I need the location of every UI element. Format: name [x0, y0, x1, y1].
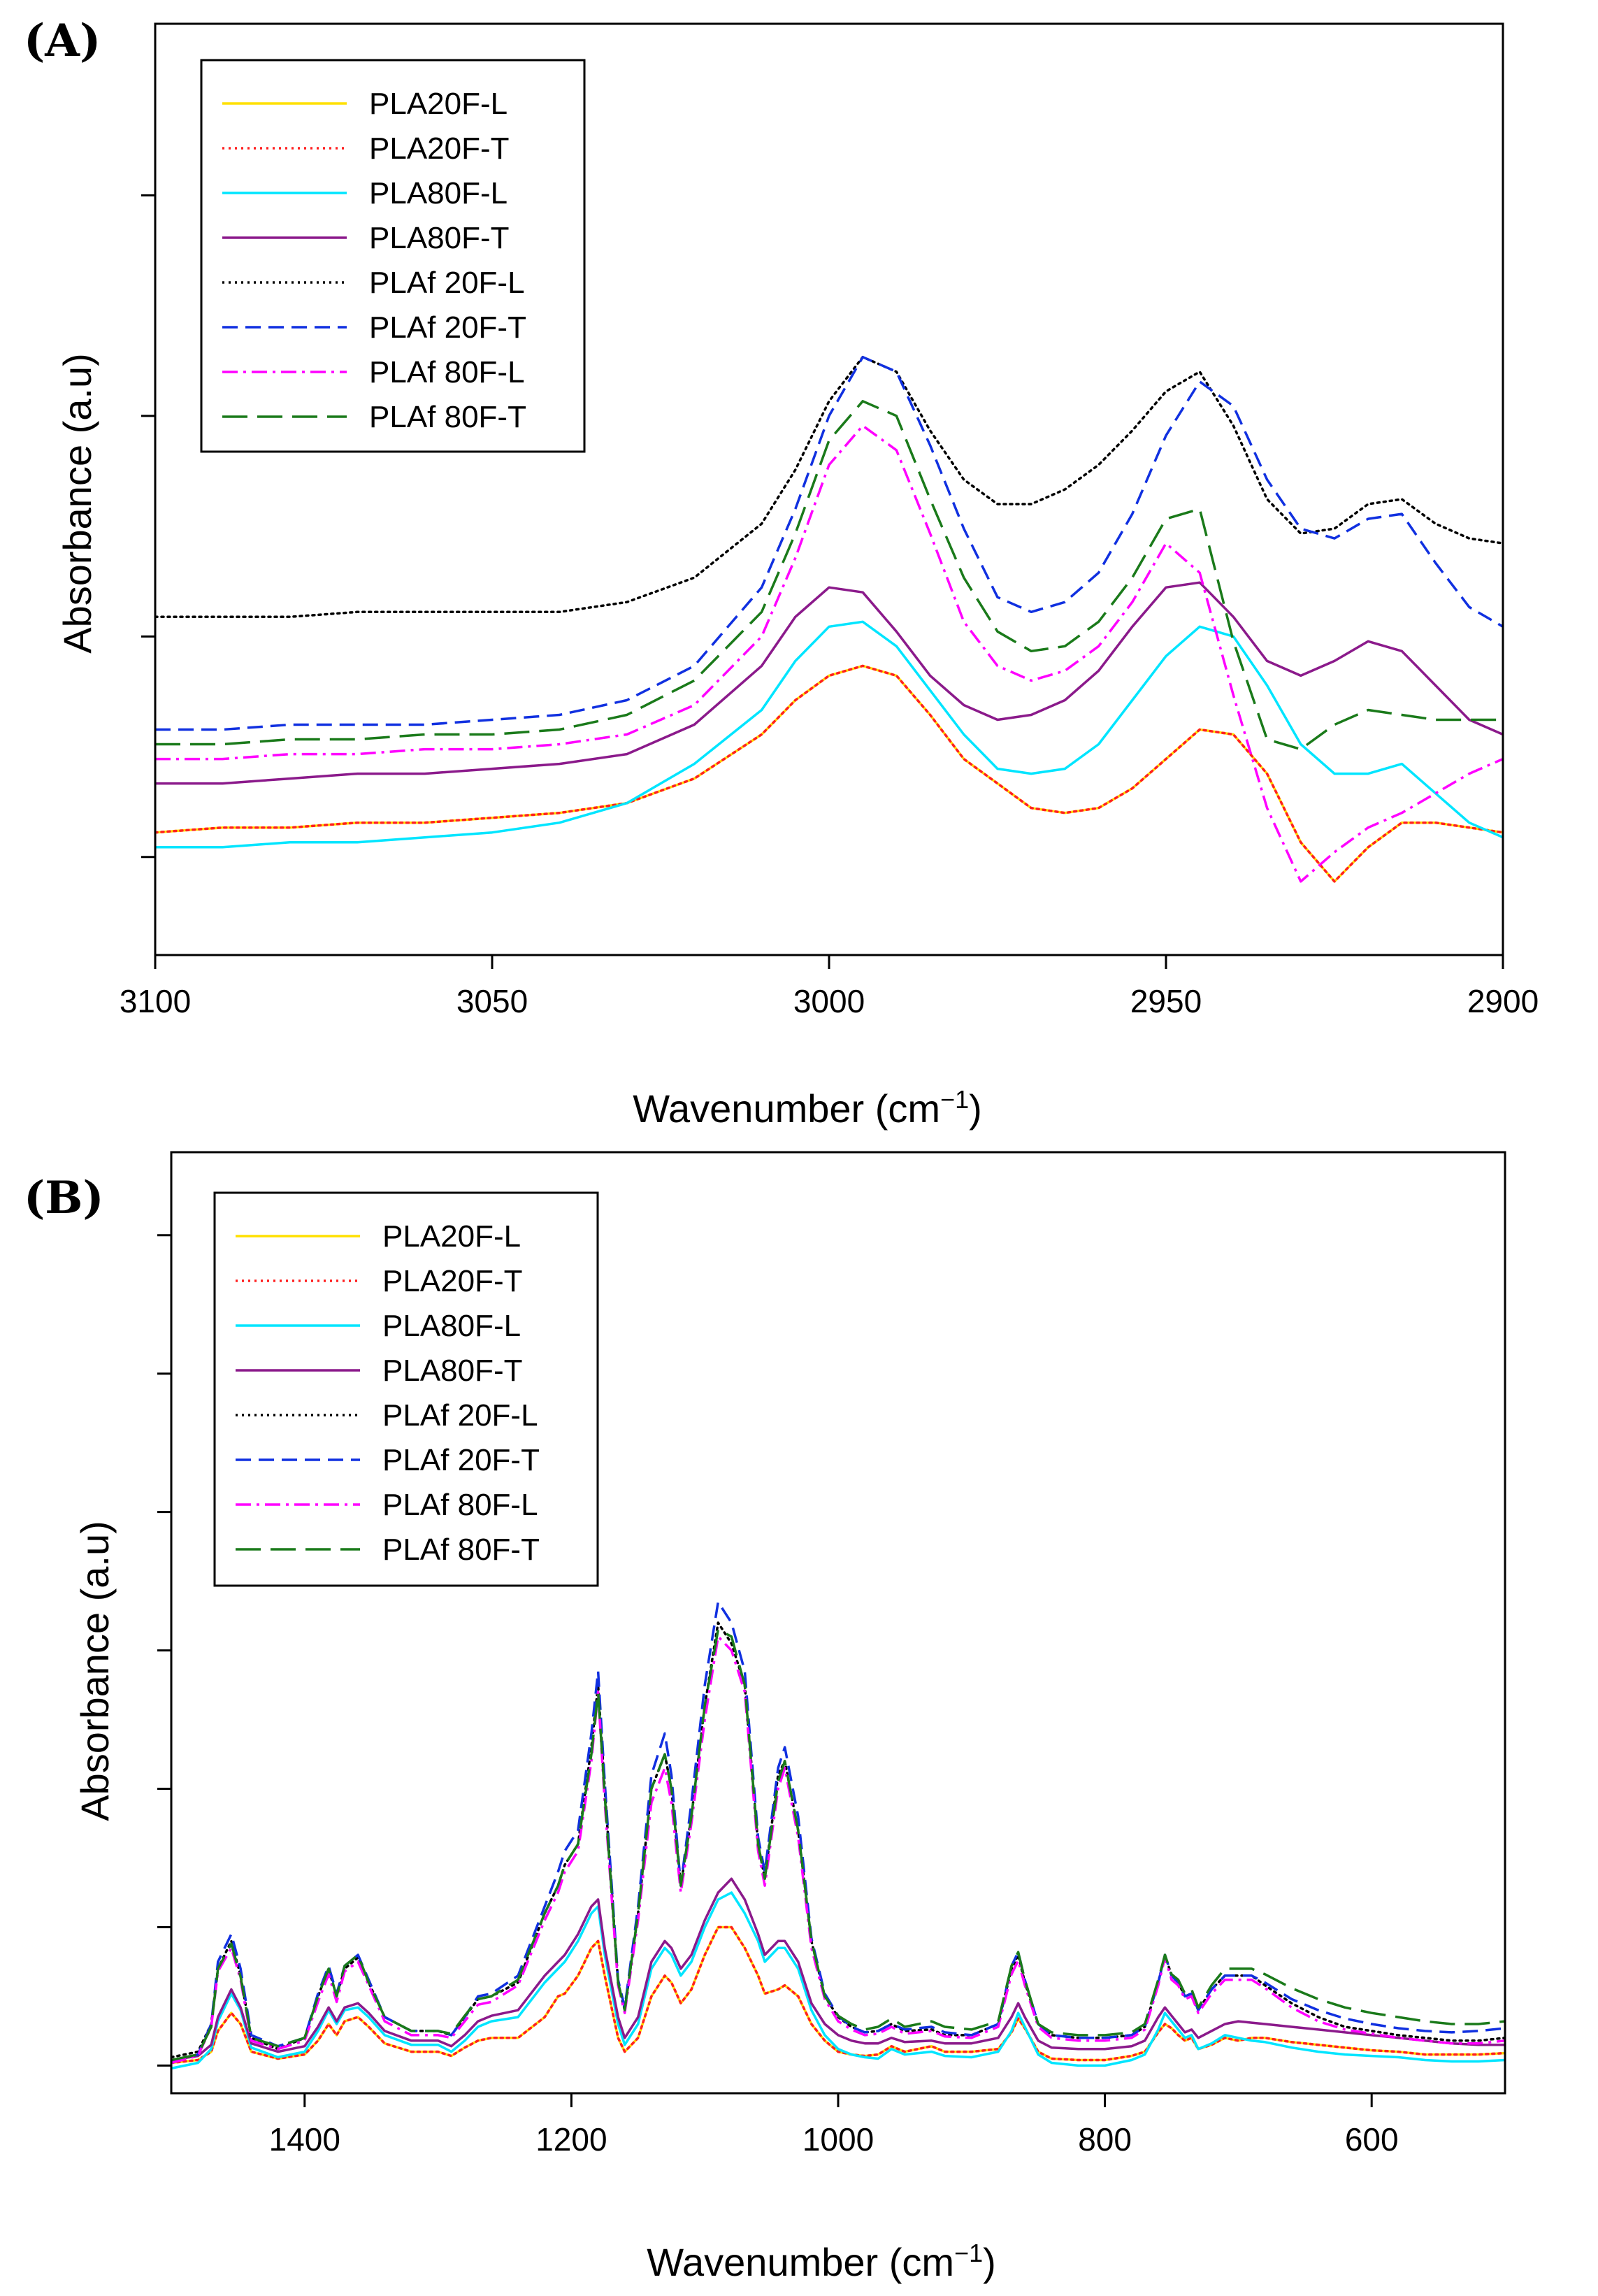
- legend-a: PLA20F-L PLA20F-T PLA80F-L PLA80F-T PLAf 20F…: [200, 59, 586, 453]
- legend-label-a-3: PLA80F-T: [369, 221, 510, 255]
- legend-b: PLA20F-L PLA20F-T PLA80F-L PLA80F-T PLAf 20F…: [213, 1191, 599, 1587]
- y-axis-label-b: Absorbance (a.u): [73, 1521, 117, 1821]
- x-axis-unit-close-a: ): [969, 1086, 982, 1131]
- chart-panel-b: (B) 1400 1200 1000 800 600 PLA20F-LPLA20F-TP…: [24, 1151, 1506, 2284]
- series-line-b-7: [171, 1628, 1505, 2062]
- series-line-a-4: [155, 355, 1503, 619]
- series-line-a-1: [155, 664, 1503, 883]
- legend-label-a-1: PLA20F-T: [369, 131, 510, 166]
- legend-box-a: [200, 59, 586, 453]
- x-tick-label-b-3: 800: [1078, 2121, 1132, 2158]
- x-axis-label-b-space: [878, 2240, 889, 2284]
- legend-label-a-5: PLAf 20F-T: [369, 310, 526, 345]
- panel-label-b: (B): [24, 1172, 104, 1224]
- x-tick-label-a-4: 2900: [1467, 983, 1539, 1019]
- legend-label-a-6: PLAf 80F-L: [369, 355, 525, 389]
- legend-label-b-1: PLA20F-T: [382, 1264, 523, 1298]
- series-group-b: [171, 1600, 1505, 2070]
- legend-label-b-2: PLA80F-L: [382, 1309, 521, 1343]
- chart-panel-a: (A) 3100 3050 3000 2950 2900 PLA20F-LPLA20F-…: [24, 15, 1539, 1131]
- x-axis-unit-exp-b: −1: [954, 2239, 983, 2267]
- series-line-b-6: [171, 1635, 1505, 2065]
- x-tick-label-b-4: 600: [1345, 2121, 1399, 2158]
- legend-label-a-2: PLA80F-L: [369, 176, 508, 210]
- x-tick-label-b-2: 1000: [802, 2121, 874, 2158]
- series-group-a: [155, 355, 1503, 883]
- legend-label-a-4: PLAf 20F-L: [369, 266, 525, 300]
- series-line-a-7: [155, 400, 1503, 751]
- x-tick-label-a-0: 3100: [120, 983, 191, 1019]
- x-axis-label-a: Wavenumber (cm−1): [633, 1085, 982, 1131]
- legend-label-a-0: PLA20F-L: [369, 87, 508, 121]
- series-line-a-5: [155, 355, 1503, 731]
- x-axis-label-b-text: Wavenumber: [647, 2240, 878, 2284]
- series-line-a-6: [155, 424, 1503, 883]
- axes-a: 3100 3050 3000 2950 2900: [120, 22, 1539, 1019]
- x-axis-unit-b: (cm: [889, 2240, 954, 2284]
- x-axis-unit-a: (cm: [875, 1086, 940, 1131]
- y-axis-label-a: Absorbance (a.u): [55, 353, 99, 654]
- legend-label-b-7: PLAf 80F-T: [382, 1533, 540, 1567]
- legend-label-b-6: PLAf 80F-L: [382, 1488, 538, 1522]
- legend-label-b-4: PLAf 20F-L: [382, 1398, 538, 1433]
- plot-area-a: [155, 355, 1503, 883]
- x-tick-label-b-1: 1200: [535, 2121, 607, 2158]
- legend-label-a-7: PLAf 80F-T: [369, 400, 526, 434]
- series-line-b-2: [171, 1891, 1505, 2070]
- x-axis-unit-exp-a: −1: [940, 1085, 969, 1114]
- legend-label-b-0: PLA20F-L: [382, 1219, 521, 1254]
- series-line-a-2: [155, 620, 1503, 849]
- x-axis-label-a-text: Wavenumber: [633, 1086, 864, 1131]
- x-axis-label-b: Wavenumber (cm−1): [647, 2239, 996, 2284]
- x-tick-label-b-0: 1400: [269, 2121, 340, 2158]
- x-tick-label-a-3: 2950: [1130, 983, 1202, 1019]
- legend-box-b: [213, 1191, 599, 1587]
- x-axis-unit-close-b: ): [983, 2240, 996, 2284]
- series-line-b-3: [171, 1877, 1505, 2062]
- plot-area-b: [171, 1600, 1505, 2070]
- x-axis-label-a-space: [864, 1086, 875, 1131]
- legend-label-b-3: PLA80F-T: [382, 1354, 523, 1388]
- x-tick-label-a-2: 3000: [793, 983, 865, 1019]
- panel-label-a: (A): [24, 15, 101, 67]
- series-line-a-3: [155, 581, 1503, 785]
- axes-b: 1400 1200 1000 800 600: [157, 1151, 1506, 2158]
- legend-label-b-5: PLAf 20F-T: [382, 1443, 540, 1477]
- x-tick-label-a-1: 3050: [456, 983, 528, 1019]
